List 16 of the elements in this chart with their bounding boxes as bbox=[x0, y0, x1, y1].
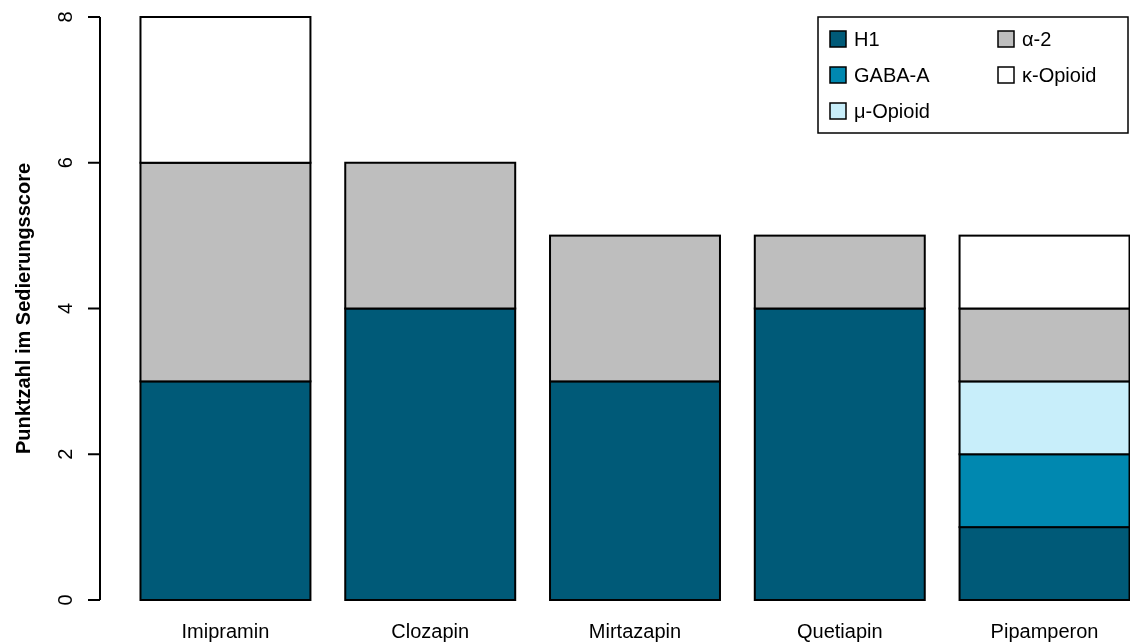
x-tick-label: Mirtazapin bbox=[588, 620, 682, 642]
y-tick-label: 0 bbox=[54, 594, 76, 606]
legend-label: H1 bbox=[854, 28, 880, 50]
y-tick-label: 4 bbox=[54, 302, 76, 315]
y-tick-label: 2 bbox=[54, 448, 76, 460]
legend-label: α-2 bbox=[1022, 28, 1052, 50]
x-tick-label: Clozapin bbox=[391, 620, 470, 642]
x-tick-label: Imipramin bbox=[181, 620, 270, 642]
legend-label: GABA-A bbox=[854, 64, 931, 86]
y-axis-title: Punktzahl im Sedierungsscore bbox=[12, 162, 34, 455]
x-tick-label: Quetiapin bbox=[796, 620, 883, 642]
y-tick-label: 8 bbox=[54, 11, 76, 23]
x-tick-label: Pipamperon bbox=[990, 620, 1099, 642]
legend-label: κ-Opioid bbox=[1022, 64, 1097, 86]
y-tick-label: 6 bbox=[54, 157, 76, 169]
legend-label: μ-Opioid bbox=[854, 100, 930, 122]
